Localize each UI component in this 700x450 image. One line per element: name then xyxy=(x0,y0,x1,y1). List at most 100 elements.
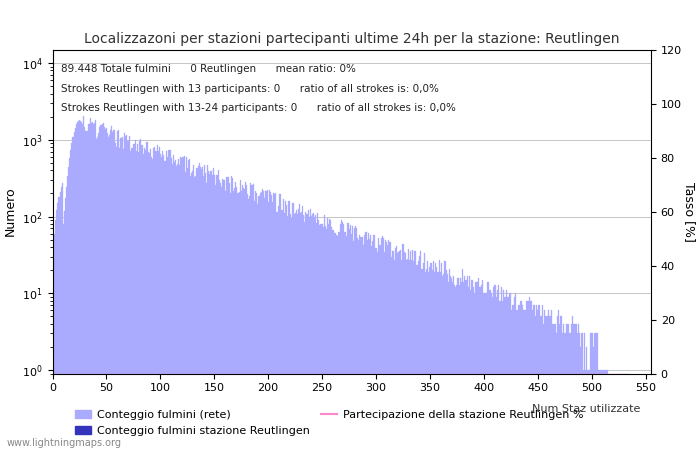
Bar xyxy=(548,310,549,450)
Bar xyxy=(417,261,419,450)
Bar xyxy=(512,305,514,450)
Bar xyxy=(578,324,580,450)
Bar xyxy=(179,166,181,450)
Partecipazione della stazione Reutlingen % xyxy=(50,371,58,376)
Bar xyxy=(76,124,77,450)
Bar xyxy=(66,187,67,450)
Bar xyxy=(233,190,235,450)
Bar xyxy=(165,162,167,450)
Bar xyxy=(147,142,148,450)
Bar xyxy=(241,185,243,450)
Bar xyxy=(394,260,395,450)
Bar xyxy=(199,167,201,450)
Bar xyxy=(356,228,357,450)
Bar xyxy=(272,202,273,450)
Bar xyxy=(260,193,261,450)
Bar xyxy=(406,260,407,450)
Bar xyxy=(354,229,355,450)
Bar xyxy=(486,282,488,450)
Bar xyxy=(157,144,158,450)
Bar xyxy=(193,165,195,450)
Bar xyxy=(493,287,494,450)
Bar xyxy=(117,131,118,450)
Bar xyxy=(476,282,477,450)
Bar xyxy=(149,153,150,450)
Bar xyxy=(397,253,398,450)
Bar xyxy=(150,149,151,450)
Bar xyxy=(590,333,592,450)
Bar xyxy=(225,177,227,450)
Bar xyxy=(132,148,133,450)
Bar xyxy=(291,217,293,450)
Bar xyxy=(99,127,101,450)
Bar xyxy=(468,287,469,450)
Bar xyxy=(123,149,124,450)
Bar xyxy=(287,216,288,450)
Bar xyxy=(371,246,372,450)
Bar xyxy=(175,160,176,450)
Bar xyxy=(542,324,544,450)
Bar xyxy=(56,211,57,450)
Bar xyxy=(380,245,381,450)
Bar xyxy=(70,150,71,450)
Bar xyxy=(106,128,107,450)
Bar xyxy=(344,233,345,450)
Bar xyxy=(227,177,228,450)
Bar xyxy=(458,284,460,450)
Bar xyxy=(367,240,368,450)
Bar xyxy=(398,252,399,450)
Bar xyxy=(592,333,594,450)
Bar xyxy=(573,324,574,450)
Bar xyxy=(366,232,367,450)
Bar xyxy=(401,260,402,450)
Bar xyxy=(351,226,353,450)
Bar xyxy=(509,293,510,450)
Bar xyxy=(216,176,217,450)
Bar xyxy=(202,167,203,450)
Bar xyxy=(438,272,439,450)
Bar xyxy=(214,176,215,450)
Bar xyxy=(545,316,546,450)
Bar xyxy=(358,239,359,450)
Bar xyxy=(473,287,474,450)
Bar xyxy=(414,252,415,450)
Bar xyxy=(151,157,153,450)
Bar xyxy=(104,127,105,450)
Bar xyxy=(300,213,301,450)
Bar xyxy=(164,162,165,450)
Bar xyxy=(369,239,370,450)
Bar xyxy=(205,173,206,450)
Bar xyxy=(279,194,281,450)
Bar xyxy=(474,293,475,450)
Bar xyxy=(419,256,420,450)
Bar xyxy=(469,275,470,450)
Bar xyxy=(115,143,116,450)
Bar xyxy=(329,219,330,450)
Bar xyxy=(78,121,79,450)
Bar xyxy=(498,284,500,450)
Bar xyxy=(492,297,493,450)
Bar xyxy=(60,192,61,450)
Bar xyxy=(479,287,480,450)
Bar xyxy=(158,151,159,450)
Bar xyxy=(601,370,602,450)
Bar xyxy=(504,297,505,450)
Partecipazione della stazione Reutlingen % xyxy=(624,371,633,376)
Bar xyxy=(568,333,570,450)
Bar xyxy=(108,137,109,450)
Bar xyxy=(343,224,344,450)
Bar xyxy=(221,188,223,450)
Bar xyxy=(363,234,365,450)
Bar xyxy=(96,140,97,450)
Bar xyxy=(584,370,586,450)
Bar xyxy=(209,174,211,450)
Bar xyxy=(600,370,601,450)
Bar xyxy=(426,269,427,450)
Bar xyxy=(558,310,559,450)
Bar xyxy=(276,212,277,450)
Bar xyxy=(93,124,94,450)
Bar xyxy=(323,215,325,450)
Bar xyxy=(64,211,65,450)
Bar xyxy=(75,128,76,450)
Bar xyxy=(217,175,218,450)
